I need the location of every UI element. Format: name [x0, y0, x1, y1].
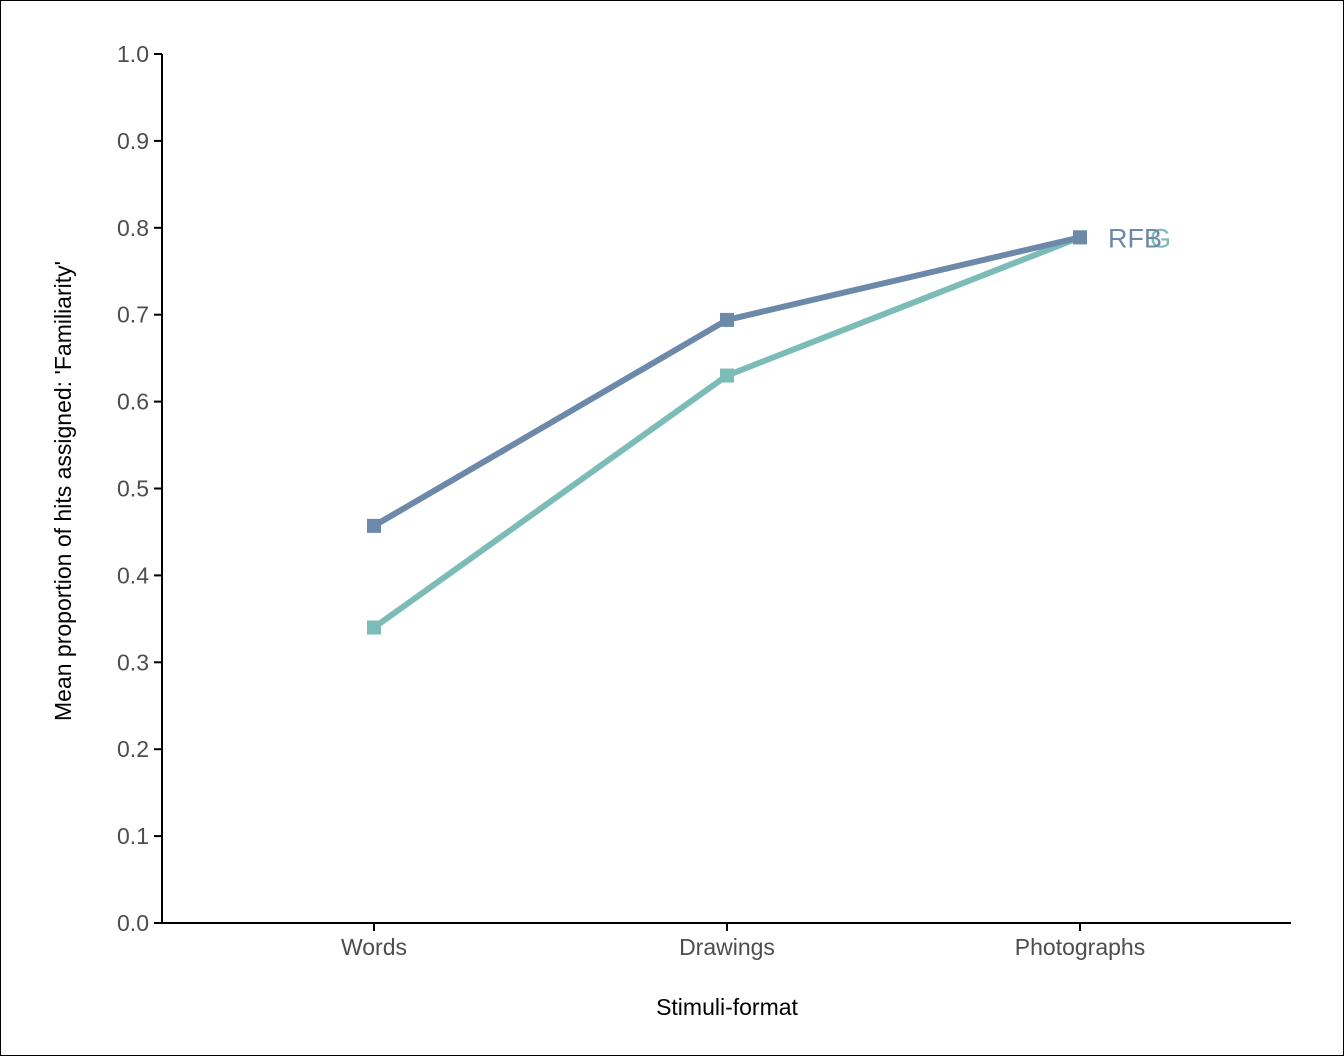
- series-label: G: [1150, 223, 1171, 253]
- x-axis: Words Drawings Photographs: [162, 922, 1291, 960]
- x-tick-label: Drawings: [679, 934, 775, 960]
- series-label: RFB: [1108, 223, 1162, 253]
- y-tick-label: 0.0: [117, 910, 149, 936]
- y-tick-label: 0.8: [117, 215, 149, 241]
- y-tick-label: 0.2: [117, 736, 149, 762]
- data-point: [367, 620, 381, 635]
- y-tick-label: 0.6: [117, 389, 149, 415]
- y-tick-label: 0.3: [117, 649, 149, 675]
- y-tick-label: 0.1: [117, 823, 149, 849]
- y-tick-label: 1.0: [117, 41, 149, 67]
- y-axis: 0.0 0.1 0.2 0.3 0.4 0.5 0.6 0.7 0.8 0.9 1.0: [117, 41, 163, 936]
- data-point: [720, 368, 734, 383]
- data-point: [720, 312, 734, 327]
- series-line: [372, 234, 1082, 630]
- data-point: [367, 518, 381, 533]
- series-rfb: RFB: [367, 223, 1162, 533]
- series-g: G: [367, 223, 1171, 635]
- y-tick-label: 0.7: [117, 302, 149, 328]
- data-point: [1073, 230, 1087, 245]
- y-tick-label: 0.4: [117, 562, 149, 588]
- y-axis-title: Mean proportion of hits assigned: 'Famil…: [50, 261, 76, 721]
- x-tick-label: Words: [341, 934, 407, 960]
- x-axis-title: Stimuli-format: [656, 994, 798, 1020]
- y-tick-label: 0.9: [117, 128, 149, 154]
- x-tick-label: Photographs: [1015, 934, 1145, 960]
- y-tick-label: 0.5: [117, 476, 149, 502]
